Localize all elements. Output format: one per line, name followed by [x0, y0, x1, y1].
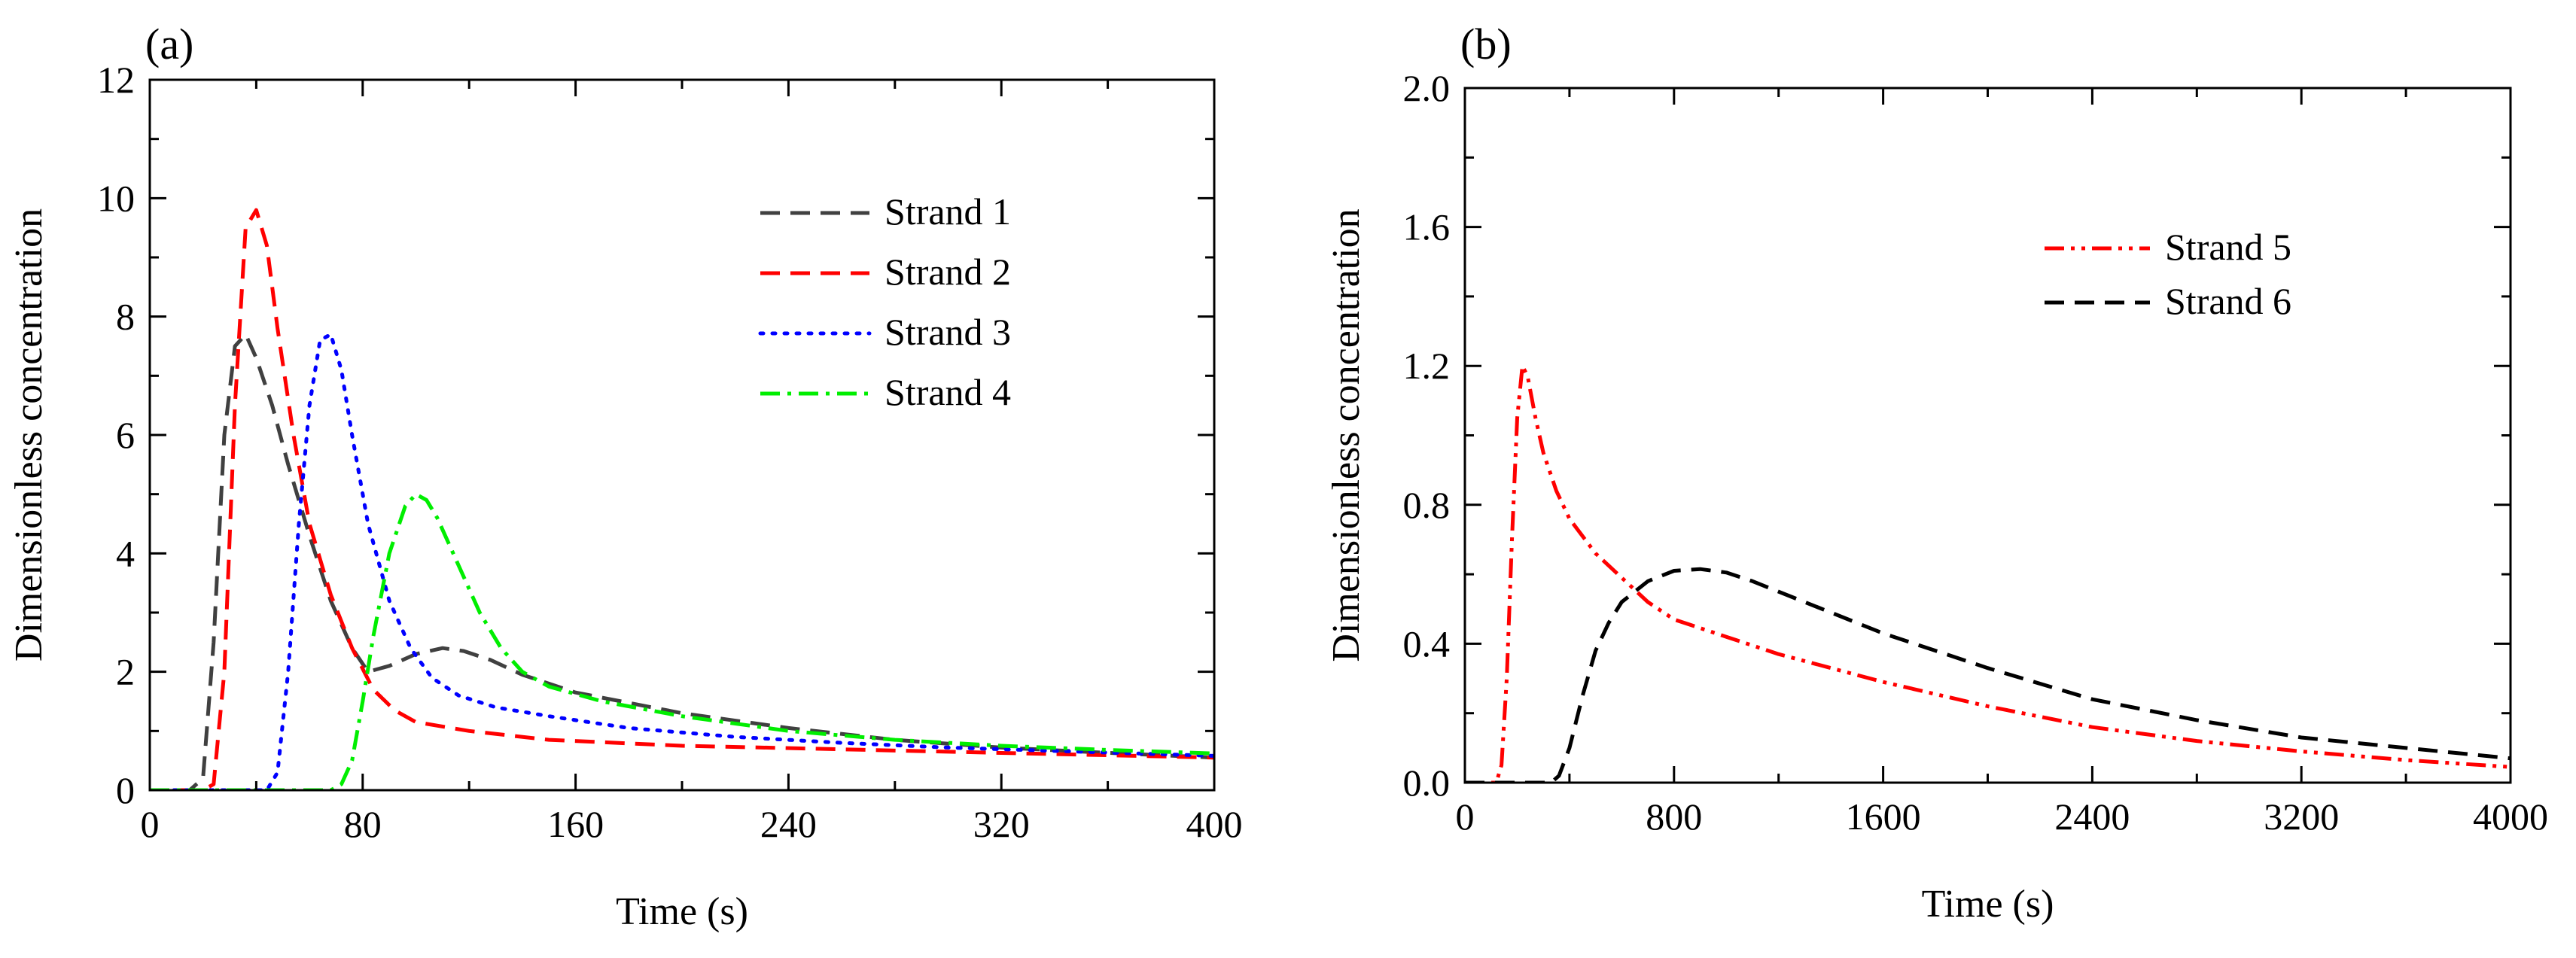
panel-b-x-tick-label: 3200: [2264, 795, 2339, 838]
panel-b-label: (b): [1460, 20, 1512, 68]
panel-a-legend-label-3: Strand 3: [885, 311, 1011, 353]
panel-b-legend: Strand 5 Strand 6: [2045, 226, 2291, 322]
panel-a-plot-frame: [148, 78, 1216, 792]
panel-b-y-axis-label: Dimensionless concentration: [1325, 208, 1368, 661]
panel-a-y-tick-label: 0: [116, 769, 135, 811]
panel-b-y-tick-label: 1.2: [1403, 345, 1451, 387]
panel-b-x-tick-label: 2400: [2054, 795, 2130, 838]
panel-b-x-tick-label: 1600: [1846, 795, 1921, 838]
panel-a-y-axis-label: Dimensionless concentration: [8, 208, 50, 661]
panel-b-x-tick-label: 4000: [2473, 795, 2548, 838]
panel-a: 0 80 160 240 320 400 0 2 4 6 8 10 12 Time (s) Dimensio…: [8, 20, 1243, 933]
panel-b-series-line-1: [1465, 363, 2511, 783]
panel-a-series-line-3: [150, 332, 1214, 790]
panel-a-y-tick-label: 6: [116, 414, 135, 456]
panel-b-x-tick-label: 800: [1646, 795, 1702, 838]
panel-a-x-tick-label: 160: [547, 803, 604, 845]
panel-a-legend-label-1: Strand 1: [885, 190, 1011, 233]
panel-b-plot-frame: [1463, 87, 2512, 784]
panel-a-legend-label-4: Strand 4: [885, 371, 1011, 413]
panel-b-y-tick-label: 2.0: [1403, 67, 1451, 109]
panel-b-series-line-2: [1465, 567, 2511, 783]
panel-a-y-tick-label: 10: [97, 177, 135, 219]
panel-a-x-tick-label: 80: [344, 803, 382, 845]
panel-b-y-tick-label: 0.0: [1403, 762, 1451, 804]
panel-b-y-tick-label: 0.8: [1403, 484, 1451, 526]
panel-a-x-axis-label: Time (s): [616, 890, 748, 933]
panel-a-y-tick-label: 4: [116, 532, 135, 574]
panel-a-y-tick-label: 12: [97, 59, 135, 101]
panel-a-y-tick-label: 8: [116, 296, 135, 338]
panel-b: 0 800 1600 2400 3200 4000 0.0 0.4 0.8 1.2 1.6 2.0 Ti…: [1325, 20, 2548, 926]
panel-a-legend-label-2: Strand 2: [885, 251, 1011, 293]
panel-a-x-tick-label: 400: [1186, 803, 1243, 845]
panel-a-x-tick-label: 320: [973, 803, 1030, 845]
panel-b-y-tick-label: 1.6: [1403, 206, 1451, 248]
panel-a-legend: Strand 1 Strand 2 Strand 3 Strand 4: [758, 190, 1011, 413]
panel-a-x-tick-label: 0: [141, 803, 160, 845]
panel-b-legend-label-1: Strand 5: [2165, 226, 2291, 268]
panel-b-legend-label-2: Strand 6: [2165, 280, 2291, 322]
panel-b-y-tick-label: 0.4: [1403, 622, 1451, 665]
panel-a-label: (a): [145, 20, 193, 68]
panel-a-y-tick-label: 2: [116, 651, 135, 693]
panel-a-x-tick-label: 240: [760, 803, 817, 845]
panel-b-x-tick-label: 0: [1456, 795, 1475, 838]
panel-a-series-line-2: [150, 208, 1214, 790]
panel-a-series-line-4: [150, 492, 1214, 790]
panel-b-x-axis-label: Time (s): [1922, 883, 2054, 926]
panel-a-series-line-1: [150, 332, 1214, 790]
